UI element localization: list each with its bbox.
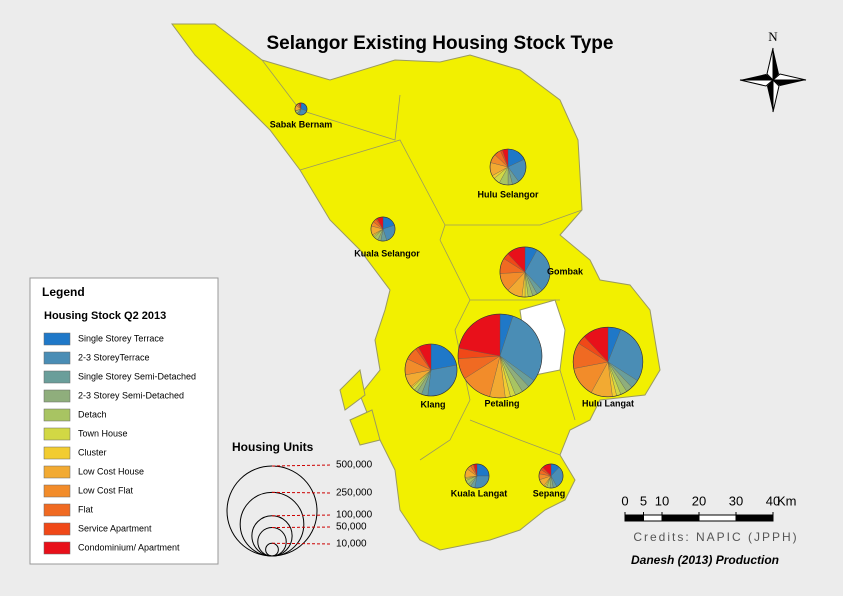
legend-label: Flat: [78, 504, 94, 514]
legend-swatch: [43, 541, 71, 555]
legend-label: Service Apartment: [78, 523, 152, 533]
credits: Credits: NAPIC (JPPH): [633, 530, 798, 544]
size-label: 250,000: [336, 488, 373, 499]
district-label: Sabak Bernam: [270, 119, 333, 129]
legend-label: Detach: [78, 409, 107, 419]
scale-tick-label: 10: [655, 493, 669, 508]
islands: [339, 368, 381, 446]
legend-label: 2-3 StoreyTerrace: [78, 352, 150, 362]
legend-swatch: [43, 408, 71, 422]
pie-outline: [499, 246, 551, 298]
district-pie: [370, 216, 396, 242]
scale-tick-label: 40: [766, 493, 780, 508]
legend-title: Legend: [42, 285, 85, 299]
scale-segment: [624, 514, 644, 522]
district-label: Kuala Selangor: [354, 248, 420, 258]
pie-outline: [489, 148, 527, 186]
scale-tick-label: 0: [621, 493, 628, 508]
district-label: Klang: [420, 399, 445, 409]
district-pie: [404, 343, 458, 397]
district-label: Hulu Selangor: [477, 189, 539, 199]
scale-unit: Km: [777, 493, 797, 508]
legend-label: 2-3 Storey Semi-Detached: [78, 390, 184, 400]
scale-segment: [735, 514, 774, 522]
district-label: Sepang: [533, 488, 566, 498]
size-leader: [271, 514, 333, 517]
pie-outline: [457, 313, 543, 399]
district-label: Kuala Langat: [451, 488, 508, 498]
legend-swatch: [43, 370, 71, 384]
legend-swatch: [43, 465, 71, 479]
north-label: N: [768, 29, 778, 44]
legend-label: Low Cost House: [78, 466, 144, 476]
scale-tick-label: 5: [640, 493, 647, 508]
legend-swatch: [43, 522, 71, 536]
size-leader: [271, 526, 333, 529]
legend-swatch: [43, 427, 71, 441]
district-pie: [538, 463, 564, 489]
north-arrow: [739, 47, 807, 113]
legend-label: Cluster: [78, 447, 107, 457]
district-pie: [464, 463, 490, 489]
legend-swatch: [43, 503, 71, 517]
pie-outline: [572, 326, 644, 398]
legend-swatch: [43, 332, 71, 346]
production: Danesh (2013) Production: [631, 553, 779, 567]
legend-swatch: [43, 446, 71, 460]
size-leader: [271, 491, 333, 494]
legend-label: Condominium/ Apartment: [78, 542, 180, 552]
size-label: 500,000: [336, 460, 373, 471]
size-legend-title: Housing Units: [232, 440, 314, 454]
pie-outline: [404, 343, 458, 397]
size-label: 100,000: [336, 510, 373, 521]
size-leader: [271, 542, 333, 545]
district-pie: [457, 313, 543, 399]
scale-segment: [643, 514, 663, 522]
pie-outline: [294, 102, 308, 116]
scale-tick-label: 20: [692, 493, 706, 508]
scale-tick-label: 30: [729, 493, 743, 508]
district-pie: [499, 246, 551, 298]
legend-label: Single Storey Semi-Detached: [78, 371, 196, 381]
size-leader: [271, 464, 333, 467]
size-label: 50,000: [336, 522, 367, 533]
legend-label: Town House: [78, 428, 128, 438]
district-pie: [572, 326, 644, 398]
scale-segment: [661, 514, 700, 522]
legend-swatch: [43, 389, 71, 403]
legend-swatch: [43, 351, 71, 365]
pie-outline: [370, 216, 396, 242]
district-label: Petaling: [484, 398, 519, 408]
legend-label: Low Cost Flat: [78, 485, 134, 495]
district-pie: [489, 148, 527, 186]
district-pie: [294, 102, 308, 116]
legend-subtitle: Housing Stock Q2 2013: [44, 310, 166, 322]
legend-label: Single Storey Terrace: [78, 333, 164, 343]
state-shape: [171, 23, 661, 551]
district-label: Gombak: [547, 266, 584, 276]
district-boundaries: [261, 59, 583, 461]
district-label: Hulu Langat: [582, 398, 634, 408]
scale-segment: [698, 514, 737, 522]
size-label: 10,000: [336, 539, 367, 550]
pie-outline: [538, 463, 564, 489]
pie-outline: [464, 463, 490, 489]
map-title: Selangor Existing Housing Stock Type: [267, 33, 614, 54]
legend-swatch: [43, 484, 71, 498]
